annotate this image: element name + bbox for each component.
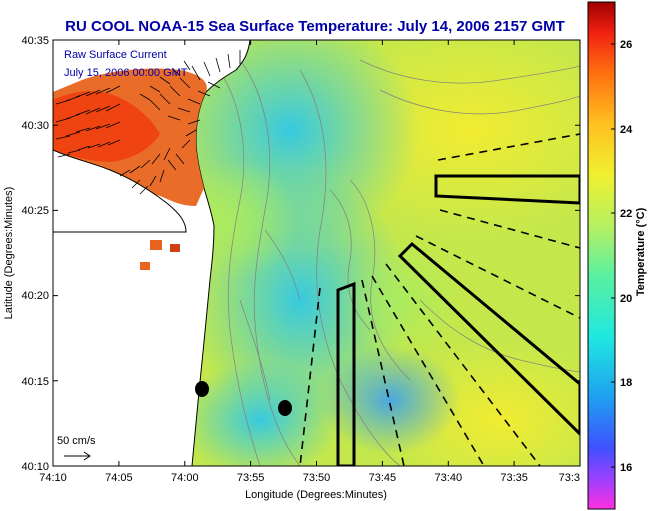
station-marker	[195, 381, 209, 397]
survey-dashed-lines	[299, 133, 580, 466]
surface-current-vectors	[55, 50, 241, 195]
colorbar-tick-labels: 26 24 22 20 18 16	[620, 39, 633, 474]
colorbar-tick-label: 24	[620, 124, 633, 136]
colorbar-label: Temperature (°C)	[635, 207, 647, 296]
x-tick-label: 74:05	[105, 472, 133, 484]
sst-field	[53, 40, 580, 466]
x-tick-label: 73:45	[369, 472, 397, 484]
colorbar-tick-label: 26	[620, 39, 632, 51]
warm-patch	[53, 91, 160, 162]
overlay-line-2: July 15, 2006 00:00 GMT	[64, 67, 188, 79]
colorbar-tick-label: 20	[620, 293, 632, 305]
colorbar-tick-label: 22	[620, 208, 632, 220]
scale-bar-arrow	[64, 451, 91, 461]
overlay-line-1: Raw Surface Current	[64, 49, 167, 61]
inshore-land-lobe	[53, 149, 187, 233]
scale-bar-label: 50 cm/s	[57, 435, 96, 447]
colorbar-tick-label: 18	[620, 377, 632, 389]
x-tick-label: 74:00	[171, 472, 199, 484]
y-tick-label: 40:20	[21, 290, 49, 302]
x-tick-label: 73:50	[303, 472, 331, 484]
y-tick-label: 40:35	[21, 35, 49, 47]
x-tick-label: 73:40	[435, 472, 463, 484]
y-tick-label: 40:10	[21, 461, 49, 473]
x-tick-label: 74:10	[39, 472, 67, 484]
y-tick-label: 40:30	[21, 120, 49, 132]
y-tick-label: 40:25	[21, 205, 49, 217]
warm-pixel	[170, 244, 180, 252]
warm-pixel	[150, 240, 162, 250]
survey-boxes	[336, 174, 580, 466]
axis-ticks	[52, 39, 581, 467]
bathymetry-contours	[209, 59, 580, 466]
y-tick-label: 40:15	[21, 376, 49, 388]
x-tick-label: 73:3	[559, 472, 580, 484]
x-tick-labels: 74:10 74:05 74:00 73:55 73:50 73:45 73:4…	[39, 472, 580, 484]
y-axis-label: Latitude (Degrees:Minutes)	[3, 187, 15, 320]
station-marker	[278, 400, 292, 416]
x-axis-label: Longitude (Degrees:Minutes)	[245, 489, 387, 501]
x-tick-label: 73:35	[500, 472, 528, 484]
colorbar-ticks	[611, 43, 615, 468]
colorbar	[587, 1, 616, 510]
map-title: RU COOL NOAA-15 Sea Surface Temperature:…	[65, 18, 565, 35]
x-tick-label: 73:55	[237, 472, 265, 484]
warm-pixel	[140, 262, 150, 270]
colorbar-tick-label: 16	[620, 462, 632, 474]
y-tick-labels: 40:35 40:30 40:25 40:20 40:15 40:10	[21, 35, 49, 473]
